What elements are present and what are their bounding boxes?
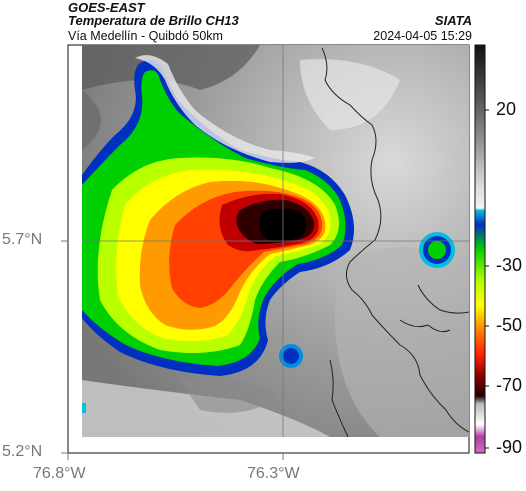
satellite-title: GOES-EAST — [68, 0, 145, 15]
colorbar-tick-minus-70: -70 — [496, 375, 523, 395]
organization-label: SIATA — [434, 13, 472, 28]
datetime-label: 2024-04-05 15:29 — [373, 29, 472, 43]
department-border — [321, 47, 469, 433]
isolated-cell-east — [419, 232, 455, 268]
region-subtitle: Vía Medellín - Quibdó 50km — [68, 29, 223, 43]
lon-tick-76-8: 76.8°W — [33, 465, 86, 482]
lon-tick-76-3: 76.3°W — [247, 465, 300, 482]
colorbar — [474, 44, 486, 454]
isolated-cell-south — [279, 344, 303, 368]
colorbar-tick-minus-30: -30 — [496, 255, 523, 275]
colorbar-tick-20: 20 — [496, 99, 517, 119]
storm-cloud — [82, 59, 354, 376]
colorbar-tick-minus-90: -90 — [496, 437, 523, 457]
lat-tick-5-2: 5.2°N — [2, 443, 43, 460]
product-title: Temperatura de Brillo CH13 — [68, 13, 239, 28]
colorbar-tick-minus-50: -50 — [496, 315, 523, 335]
lat-tick-5-7: 5.7°N — [2, 231, 43, 248]
